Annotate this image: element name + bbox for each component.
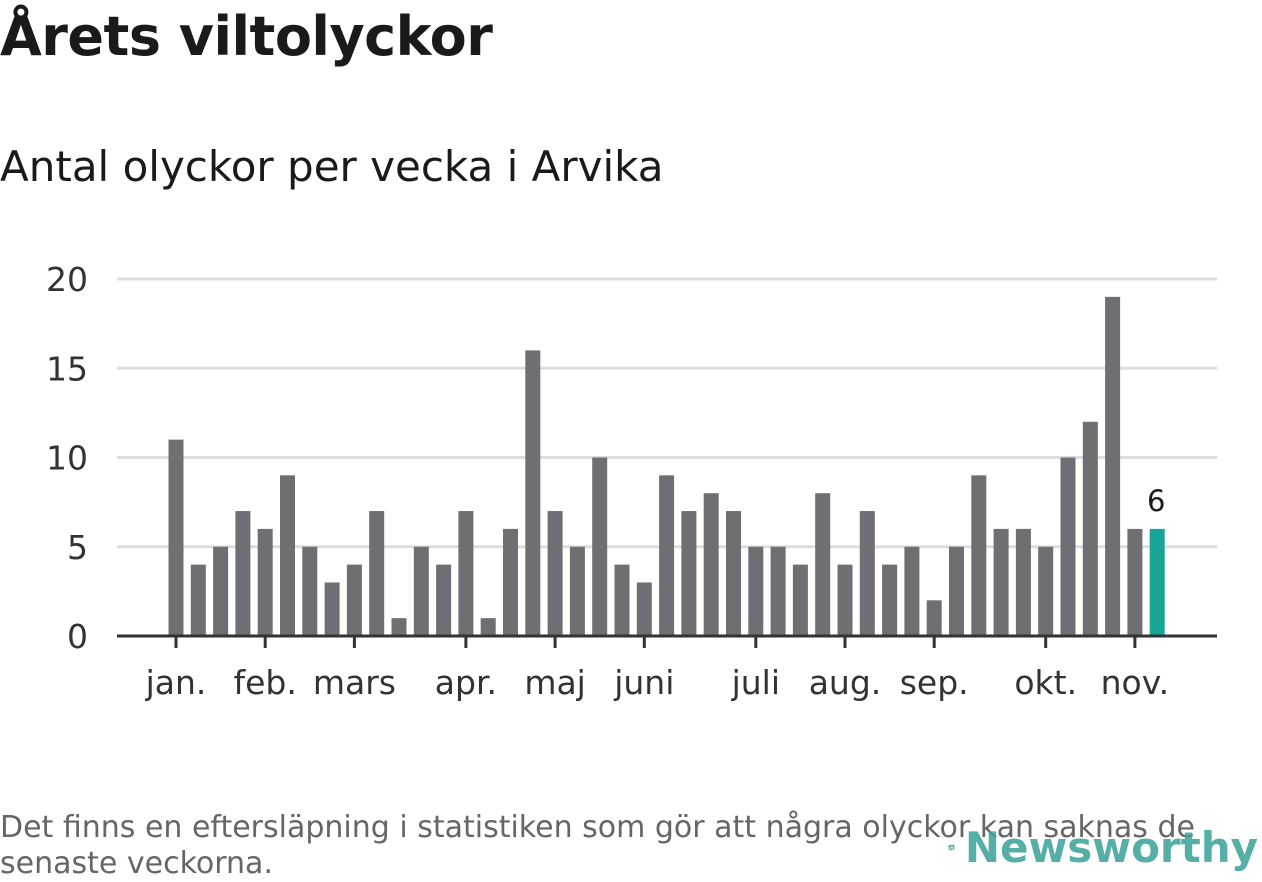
x-tick-label: okt. bbox=[1014, 663, 1077, 702]
x-tick-label: maj bbox=[524, 663, 586, 702]
bar bbox=[993, 528, 1009, 636]
bar bbox=[1127, 528, 1143, 636]
newsworthy-logo-text: Newsworthy bbox=[964, 823, 1258, 872]
x-tick-label: apr. bbox=[435, 663, 497, 702]
x-tick-label: juli bbox=[731, 663, 780, 702]
bar-current-week bbox=[1149, 528, 1165, 636]
bar bbox=[703, 493, 719, 636]
bar bbox=[213, 546, 229, 636]
bar bbox=[503, 528, 518, 636]
bar bbox=[324, 582, 340, 636]
bar bbox=[748, 546, 764, 636]
bar bbox=[837, 564, 853, 636]
bar bbox=[1038, 546, 1054, 636]
newsworthy-logo[interactable]: Newsworthy bbox=[948, 818, 1258, 878]
x-tick-label: mars bbox=[313, 663, 396, 702]
bar bbox=[971, 475, 987, 636]
bar bbox=[235, 511, 251, 636]
bar bbox=[949, 546, 964, 636]
bar bbox=[592, 457, 608, 636]
bar bbox=[681, 511, 697, 636]
x-tick-label: sep. bbox=[900, 663, 969, 702]
bar bbox=[792, 564, 808, 636]
bar bbox=[257, 528, 273, 636]
bar bbox=[636, 582, 652, 636]
y-tick-label: 20 bbox=[46, 260, 88, 299]
bar bbox=[436, 564, 452, 636]
x-tick-label: jan. bbox=[145, 663, 207, 702]
bar bbox=[1105, 296, 1121, 636]
bar bbox=[190, 564, 206, 636]
bar bbox=[1082, 421, 1098, 636]
bar bbox=[1060, 457, 1076, 636]
bar bbox=[726, 511, 741, 636]
x-tick-label: aug. bbox=[809, 663, 882, 702]
bar bbox=[859, 511, 875, 636]
bar bbox=[569, 546, 585, 636]
bar bbox=[369, 511, 385, 636]
bar bbox=[413, 546, 429, 636]
bar bbox=[302, 546, 318, 636]
bar bbox=[458, 511, 474, 636]
bar bbox=[480, 618, 496, 636]
footnote: Det finns en eftersläpning i statistiken… bbox=[0, 810, 1195, 881]
y-tick-label: 0 bbox=[67, 617, 88, 656]
bar bbox=[904, 546, 920, 636]
bar bbox=[770, 546, 786, 636]
bar bbox=[346, 564, 362, 636]
x-tick-label: juni bbox=[613, 663, 674, 702]
bar bbox=[882, 564, 898, 636]
bar bbox=[926, 600, 942, 636]
newsworthy-logo-icon bbox=[948, 844, 955, 852]
bar bbox=[280, 475, 295, 636]
chart-title: Årets viltolyckor bbox=[0, 5, 493, 68]
bar bbox=[815, 493, 831, 636]
current-week-value-label: 6 bbox=[1147, 484, 1165, 518]
x-tick-label: nov. bbox=[1101, 663, 1170, 702]
x-tick-label: feb. bbox=[234, 663, 297, 702]
bar bbox=[525, 350, 541, 636]
y-tick-label: 10 bbox=[46, 439, 88, 478]
y-tick-label: 15 bbox=[46, 349, 88, 388]
bar bbox=[391, 618, 407, 636]
chart-subtitle: Antal olyckor per vecka i Arvika bbox=[0, 142, 664, 191]
bar bbox=[659, 475, 675, 636]
bar bbox=[547, 511, 563, 636]
bar bbox=[614, 564, 630, 636]
bar bbox=[168, 439, 184, 636]
bar bbox=[1015, 528, 1031, 636]
y-tick-label: 5 bbox=[67, 528, 88, 567]
